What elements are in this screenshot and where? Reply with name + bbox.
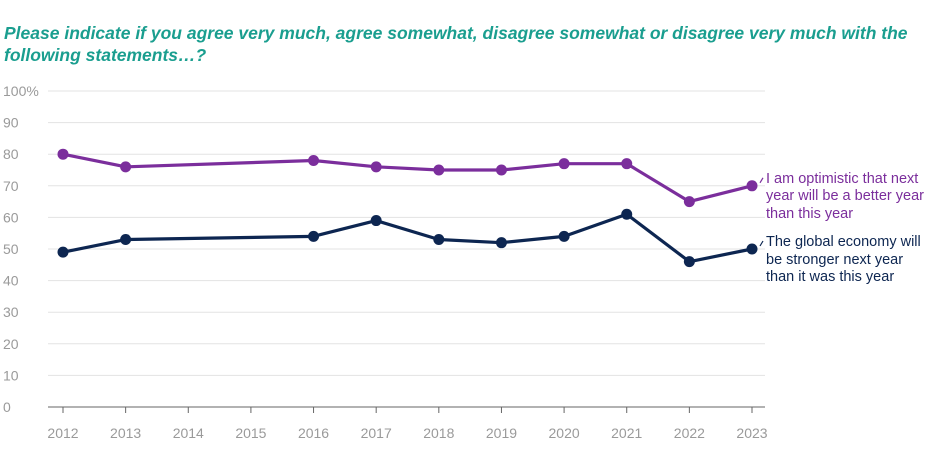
y-tick-label: 80: [3, 146, 19, 162]
data-point-0-2017: [370, 161, 382, 173]
x-tick-label: 2020: [549, 425, 580, 441]
series-line-0: [61, 152, 754, 204]
x-tick-label: 2021: [611, 425, 642, 441]
data-point-1-2019: [495, 237, 507, 249]
data-point-1-2020: [558, 230, 570, 242]
y-tick-label: 50: [3, 241, 19, 257]
data-point-0-2019: [495, 164, 507, 176]
data-point-0-2023: [746, 180, 758, 192]
y-tick-label: 60: [3, 209, 19, 225]
data-point-1-2012: [57, 246, 69, 258]
data-point-1-2017: [370, 215, 382, 227]
y-tick-label: 10: [3, 367, 19, 383]
label-connector-1: [759, 240, 764, 247]
y-tick-label: 100%: [3, 83, 39, 99]
x-tick-label: 2012: [47, 425, 78, 441]
data-point-0-2021: [621, 158, 633, 170]
chart-title: Please indicate if you agree very much, …: [4, 23, 908, 65]
data-point-1-2023: [746, 243, 758, 255]
data-point-0-2012: [57, 148, 69, 160]
data-point-0-2022: [683, 196, 695, 208]
x-axis: 2012 2013 2014 2015 2016 2017 2018 2019 2020 2021…: [47, 406, 768, 441]
x-tick-label: 2023: [736, 425, 767, 441]
x-tick-label: 2022: [674, 425, 705, 441]
y-tick-label: 90: [3, 115, 19, 131]
x-tick-label: 2019: [486, 425, 517, 441]
data-point-1-2016: [308, 230, 320, 242]
series-lines: [57, 148, 764, 268]
y-tick-label: 20: [3, 336, 19, 352]
data-point-0-2020: [558, 158, 570, 170]
data-point-1-2013: [120, 234, 132, 246]
series-label-optimistic: I am optimistic that next year will be a…: [766, 170, 924, 222]
label-connector-0: [759, 177, 764, 184]
x-tick-label: 2014: [173, 425, 204, 441]
series-label-global-economy: The global economy will be stronger next…: [766, 234, 921, 285]
data-point-1-2018: [433, 234, 445, 246]
y-tick-label: 70: [3, 178, 19, 194]
data-point-1-2022: [683, 256, 695, 268]
x-tick-label: 2013: [110, 425, 141, 441]
data-point-0-2016: [308, 155, 320, 167]
data-point-0-2018: [433, 164, 445, 176]
y-axis: 0 10 20 30 40 50 60 70 80 90 100%: [3, 83, 39, 415]
y-tick-label: 40: [3, 273, 19, 289]
data-point-1-2021: [621, 208, 633, 220]
x-tick-label: 2016: [298, 425, 329, 441]
series-line-1: [61, 212, 754, 264]
y-tick-label: 0: [3, 399, 11, 415]
x-tick-label: 2015: [235, 425, 266, 441]
gridlines: [48, 90, 765, 376]
data-point-0-2013: [120, 161, 132, 173]
x-tick-label: 2018: [423, 425, 454, 441]
x-tick-label: 2017: [361, 425, 392, 441]
y-tick-label: 30: [3, 304, 19, 320]
